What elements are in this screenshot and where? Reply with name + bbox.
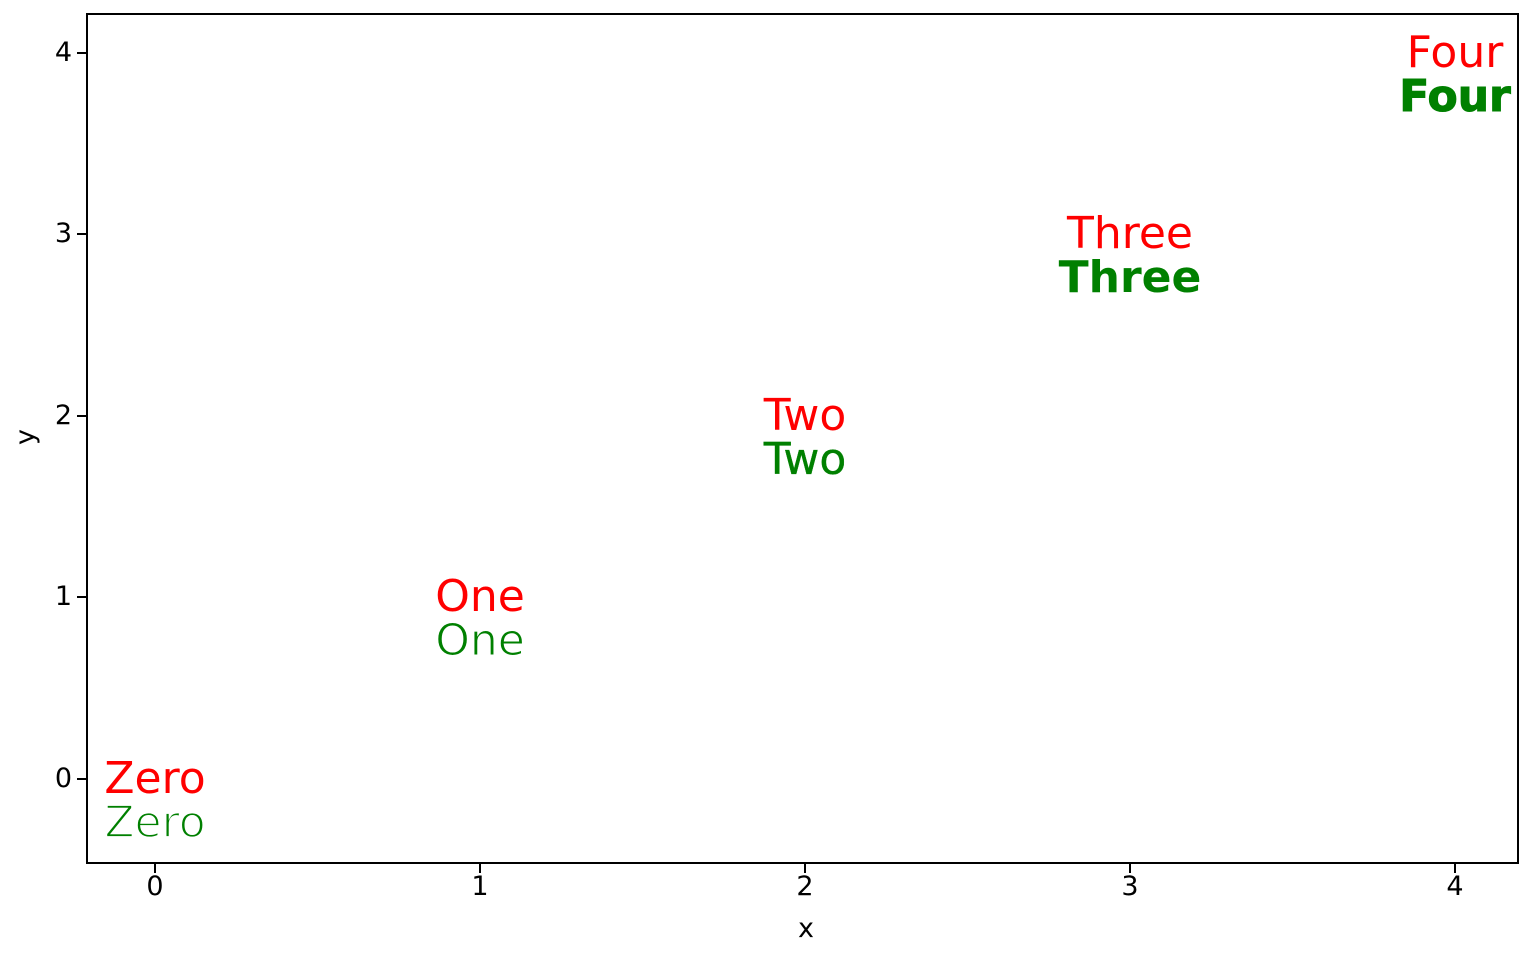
x-tick-mark-1 bbox=[479, 864, 481, 873]
y-tick-mark-2 bbox=[77, 415, 86, 417]
annotation-zero-red-label: Zero bbox=[104, 753, 206, 804]
x-tick-label-4: 4 bbox=[1446, 871, 1464, 902]
annotation-three: Three Three bbox=[1059, 212, 1202, 300]
y-tick-mark-4 bbox=[77, 52, 86, 54]
y-tick-label-3: 3 bbox=[54, 218, 72, 249]
x-tick-label-1: 1 bbox=[471, 871, 489, 902]
y-tick-label-2: 2 bbox=[54, 400, 72, 431]
annotation-three-red-label: Three bbox=[1066, 208, 1194, 259]
x-tick-label-3: 3 bbox=[1121, 871, 1139, 902]
x-tick-mark-2 bbox=[804, 864, 806, 873]
y-tick-label-0: 0 bbox=[54, 763, 72, 794]
annotation-four: Four Four bbox=[1399, 27, 1512, 122]
annotation-one-green-label: One bbox=[435, 615, 526, 666]
annotation-four-red-label: Four bbox=[1406, 27, 1504, 78]
y-axis-label: y bbox=[10, 429, 41, 445]
y-tick-label-1: 1 bbox=[54, 581, 72, 612]
y-tick-mark-0 bbox=[77, 778, 86, 780]
annotation-two-green-label: Two bbox=[763, 434, 847, 485]
annotation-zero-green-label: Zero bbox=[104, 797, 207, 848]
x-tick-label-0: 0 bbox=[146, 871, 164, 902]
annotation-zero: Zero Zero bbox=[104, 753, 207, 848]
y-tick-mark-1 bbox=[77, 596, 86, 598]
x-tick-mark-0 bbox=[154, 864, 156, 873]
y-tick-label-4: 4 bbox=[54, 37, 72, 68]
annotation-three-green-label: Three bbox=[1058, 252, 1202, 303]
x-tick-mark-4 bbox=[1454, 864, 1456, 873]
annotation-two-red-label: Two bbox=[763, 390, 847, 441]
annotation-one: One One bbox=[435, 571, 526, 666]
annotation-four-green-label: Four bbox=[1399, 71, 1512, 122]
annotation-one-red-label: One bbox=[435, 571, 525, 622]
x-tick-mark-3 bbox=[1129, 864, 1131, 873]
x-axis-label: x bbox=[798, 913, 814, 944]
annotation-two: Two Two bbox=[764, 394, 847, 482]
y-tick-mark-3 bbox=[77, 233, 86, 235]
plot-area bbox=[86, 13, 1519, 864]
x-tick-label-2: 2 bbox=[796, 871, 814, 902]
